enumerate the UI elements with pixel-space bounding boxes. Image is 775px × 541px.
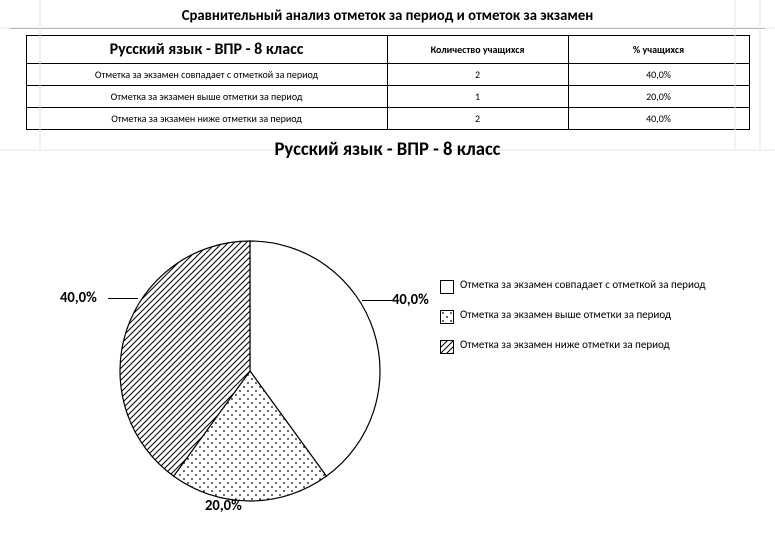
cell-desc: Отметка за экзамен выше отметки за перио…: [26, 86, 387, 108]
slice-pct-label: 40,0%: [392, 290, 429, 308]
chart-legend: Отметка за экзамен совпадает с отметкой …: [440, 278, 760, 368]
page-root: Сравнительный анализ отметок за период и…: [0, 0, 775, 530]
col-header-count: Количество учащихся: [387, 36, 568, 64]
cell-pct: 40,0%: [568, 64, 749, 86]
cell-desc: Отметка за экзамен ниже отметки за перио…: [26, 108, 387, 130]
slice-pct-label: 40,0%: [60, 288, 97, 306]
cell-count: 2: [387, 64, 568, 86]
legend-item: Отметка за экзамен ниже отметки за перио…: [440, 338, 760, 354]
table-header-row: Русский язык - ВПР - 8 класс Количество …: [26, 36, 749, 64]
cell-count: 2: [387, 108, 568, 130]
col-header-pct: % учащихся: [568, 36, 749, 64]
table-row: Отметка за экзамен выше отметки за перио…: [26, 86, 749, 108]
table-row: Отметка за экзамен совпадает с отметкой …: [26, 64, 749, 86]
legend-item: Отметка за экзамен совпадает с отметкой …: [440, 278, 760, 294]
cell-pct: 20,0%: [568, 86, 749, 108]
comparison-table: Русский язык - ВПР - 8 класс Количество …: [26, 35, 750, 130]
legend-label: Отметка за экзамен совпадает с отметкой …: [460, 278, 706, 292]
legend-label: Отметка за экзамен выше отметки за перио…: [460, 308, 671, 322]
legend-item: Отметка за экзамен выше отметки за перио…: [440, 308, 760, 324]
table-row: Отметка за экзамен ниже отметки за перио…: [26, 108, 749, 130]
legend-label: Отметка за экзамен ниже отметки за перио…: [460, 338, 670, 352]
leader-line: [362, 300, 392, 301]
cell-desc: Отметка за экзамен совпадает с отметкой …: [26, 64, 387, 86]
cell-count: 1: [387, 86, 568, 108]
legend-swatch: [440, 280, 454, 294]
legend-swatch: [440, 340, 454, 354]
legend-swatch: [440, 310, 454, 324]
page-title: Сравнительный анализ отметок за период и…: [10, 0, 765, 29]
chart-title: Русский язык - ВПР - 8 класс: [10, 138, 765, 161]
slice-pct-label: 20,0%: [205, 496, 242, 514]
leader-line: [108, 298, 138, 299]
col-header-main: Русский язык - ВПР - 8 класс: [26, 36, 387, 64]
cell-pct: 40,0%: [568, 108, 749, 130]
chart-area: Русский язык - ВПР - 8 класс 40,0% 20,0%…: [10, 138, 765, 518]
